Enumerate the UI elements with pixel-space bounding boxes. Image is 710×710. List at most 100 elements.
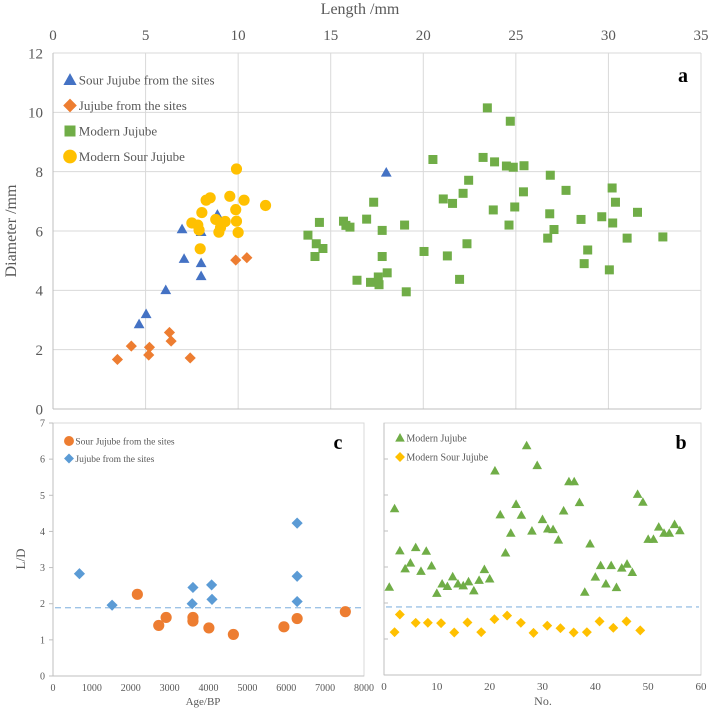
- data-point: [606, 560, 616, 570]
- data-point: [382, 268, 392, 278]
- x-tick-label: 15: [323, 28, 338, 44]
- x-tick-label: 3000: [160, 683, 180, 694]
- data-point: [632, 489, 643, 498]
- data-point: [508, 162, 518, 172]
- data-point: [448, 198, 458, 208]
- data-point: [187, 615, 199, 627]
- legend-marker: [63, 73, 77, 85]
- data-point: [140, 308, 152, 319]
- data-point: [352, 275, 362, 285]
- data-point: [595, 560, 606, 570]
- data-point: [495, 509, 506, 519]
- legend-label: Sour Jujube from the sites: [75, 436, 175, 447]
- y-tick-label: 0: [36, 402, 44, 418]
- data-point: [604, 265, 614, 275]
- data-point: [160, 611, 172, 624]
- data-point: [395, 545, 405, 555]
- series-sour-jujube-from-the-sites: [131, 588, 351, 641]
- data-point: [482, 103, 492, 113]
- data-point: [210, 213, 222, 226]
- data-point: [462, 239, 472, 249]
- data-point: [510, 202, 520, 212]
- y-tick-label: 7: [40, 419, 45, 430]
- data-point: [389, 627, 400, 638]
- data-point: [545, 209, 555, 219]
- data-point: [464, 175, 474, 185]
- data-point: [374, 280, 384, 290]
- data-point: [622, 559, 632, 568]
- data-point: [259, 199, 272, 212]
- data-point: [426, 560, 437, 570]
- legend-label: Modern Jujube: [406, 434, 467, 445]
- series-jujube-from-the-sites: [111, 252, 253, 366]
- data-point: [428, 155, 438, 165]
- data-point: [178, 253, 190, 263]
- data-point: [143, 349, 155, 361]
- data-point: [622, 233, 632, 243]
- legend-label: Jujube from the sites: [75, 454, 154, 465]
- x-tick-label: 30: [601, 28, 616, 44]
- data-point: [585, 539, 595, 548]
- panel-b: 0 10 20 30 40 50 60 No. Modern Jujube Modern Sour…: [381, 422, 708, 708]
- data-point: [611, 582, 622, 592]
- data-point: [469, 585, 479, 595]
- data-point: [462, 617, 473, 628]
- x-tick-label: 60: [696, 681, 708, 693]
- data-point: [616, 563, 627, 572]
- data-point: [187, 581, 199, 594]
- data-point: [561, 185, 571, 195]
- y-tick-label: 6: [40, 455, 45, 466]
- data-point: [442, 251, 452, 261]
- data-point: [163, 326, 176, 339]
- legend-marker: [395, 433, 405, 442]
- data-point: [545, 170, 555, 180]
- data-point: [213, 226, 225, 238]
- data-point: [366, 277, 376, 287]
- data-point: [549, 225, 559, 235]
- data-point: [401, 287, 411, 297]
- x-tick-label: 5: [142, 28, 150, 44]
- data-point: [594, 616, 605, 627]
- data-point: [653, 522, 664, 531]
- data-point: [196, 207, 208, 219]
- x-axis-title: No.: [534, 694, 552, 708]
- panel-label: a: [678, 65, 688, 87]
- data-point: [442, 581, 453, 591]
- x-tick-label: 4000: [199, 683, 219, 694]
- data-point: [230, 204, 242, 216]
- data-point: [345, 222, 355, 232]
- y-tick-label: 3: [40, 563, 45, 574]
- data-point: [579, 587, 590, 596]
- data-point: [537, 514, 548, 524]
- data-point: [339, 606, 351, 618]
- data-point: [400, 563, 410, 573]
- data-point: [227, 628, 239, 641]
- data-point: [635, 625, 646, 636]
- x-tick-label: 2000: [121, 683, 141, 694]
- y-tick-label: 5: [40, 491, 45, 502]
- data-point: [505, 116, 515, 126]
- data-point: [489, 614, 500, 625]
- data-point: [206, 579, 218, 591]
- data-point: [511, 499, 521, 508]
- data-point: [389, 503, 400, 513]
- x-tick-label: 20: [416, 28, 431, 44]
- data-point: [153, 619, 165, 631]
- data-point: [400, 220, 410, 230]
- x-tick-label: 5000: [237, 683, 257, 694]
- data-point: [583, 245, 593, 255]
- data-point: [206, 593, 218, 605]
- panel-label: b: [675, 432, 686, 454]
- x-tick-label: 0: [51, 683, 56, 694]
- y-tick-label: 2: [36, 343, 44, 359]
- data-point: [515, 617, 526, 628]
- series-sour-jujube-from-the-sites: [133, 166, 392, 329]
- legend-marker: [63, 98, 77, 113]
- data-point: [195, 257, 207, 268]
- data-point: [318, 244, 328, 254]
- y-tick-label: 10: [28, 106, 43, 122]
- data-point: [476, 627, 487, 638]
- x-tick-label: 8000: [354, 683, 374, 694]
- data-point: [675, 525, 685, 535]
- data-point: [474, 575, 484, 584]
